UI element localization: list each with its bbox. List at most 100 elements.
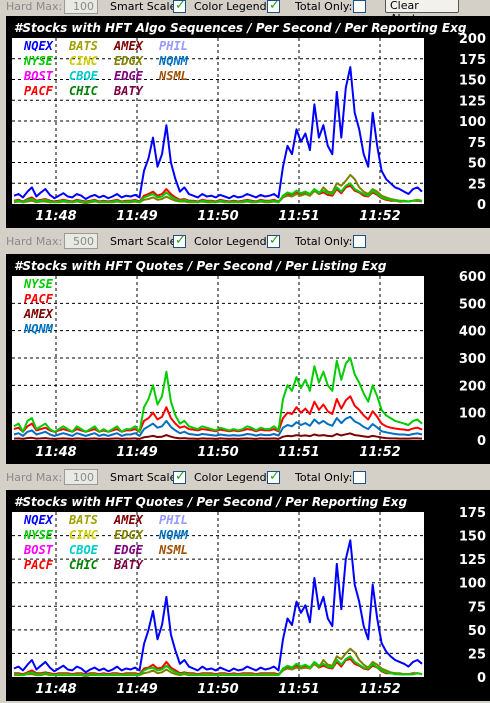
check-icon: ✓ (175, 233, 186, 248)
color-legend-checkbox[interactable]: ✓ (267, 0, 280, 13)
legend-item-pacf: PACF (24, 292, 54, 306)
color-legend-label: Color Legend: (194, 0, 271, 13)
series-line-nqex (13, 66, 423, 200)
y-tick-label: 150 (459, 530, 486, 545)
chart-title: #Stocks with HFT Quotes / Per Second / P… (14, 259, 387, 273)
legend-item-phil: PHIL (159, 513, 188, 527)
total-only-label: Total Only: (295, 235, 353, 248)
smart-scale-label: Smart Scale: (110, 235, 181, 248)
color-legend-label: Color Legend: (194, 471, 271, 484)
x-tick-label: 11:49 (116, 682, 157, 697)
legend-item-phil: PHIL (159, 39, 188, 53)
check-icon: ✓ (269, 0, 280, 13)
y-tick-label: 200 (459, 32, 486, 47)
control-bar: Hard Max: 500 Smart Scale: ✓ Color Legen… (0, 232, 490, 252)
color-legend-checkbox[interactable]: ✓ (267, 233, 280, 248)
legend-item-cinc: CINC (69, 528, 99, 542)
legend-item-bats: BATS (68, 39, 98, 53)
hard-max-input[interactable]: 100 (64, 0, 98, 14)
total-only-checkbox[interactable] (353, 471, 366, 484)
legend-item-edge: EDGE (114, 543, 144, 557)
legend-item-chic: CHIC (69, 558, 99, 572)
series-line-amex (13, 432, 423, 440)
check-icon: ✓ (269, 233, 280, 248)
chart-svg: #Stocks with HFT Quotes / Per Second / P… (6, 490, 490, 701)
legend-item-pacf: PACF (24, 558, 54, 572)
x-tick-label: 11:50 (197, 209, 238, 224)
control-bar: Hard Max: 100 Smart Scale: ✓ Color Legen… (0, 468, 490, 488)
series-line-nyse (14, 655, 423, 677)
x-tick-label: 11:49 (116, 445, 157, 460)
series-line-nqnm (13, 415, 423, 437)
y-tick-label: 200 (459, 379, 486, 394)
y-tick-label: 150 (459, 74, 486, 89)
color-legend-label: Color Legend: (194, 235, 271, 248)
x-tick-label: 11:52 (359, 209, 400, 224)
y-tick-label: 500 (459, 297, 486, 312)
legend-item-baty: BATY (113, 558, 144, 572)
x-tick-label: 11:50 (197, 682, 238, 697)
x-tick-label: 11:48 (35, 445, 76, 460)
x-tick-label: 11:52 (359, 682, 400, 697)
total-only-checkbox[interactable] (353, 0, 366, 13)
legend-item-bats: BATS (68, 513, 98, 527)
legend-item-amex: AMEX (113, 39, 144, 53)
x-tick-label: 11:51 (278, 209, 319, 224)
control-bar: Hard Max: 100 Smart Scale: ✓ Color Legen… (0, 0, 490, 25)
smart-scale-label: Smart Scale: (110, 471, 181, 484)
y-tick-label: 100 (459, 577, 486, 592)
legend-item-bost: BOST (23, 69, 54, 83)
legend-item-cboe: CBOE (69, 69, 99, 83)
legend-item-nqnm: NQNM (23, 322, 54, 336)
legend-item-chic: CHIC (69, 84, 99, 98)
legend-item-amex: AMEX (113, 513, 144, 527)
legend-item-pacf: PACF (24, 84, 54, 98)
smart-scale-label: Smart Scale: (110, 0, 181, 13)
total-only-label: Total Only: (295, 471, 353, 484)
legend-item-nsml: NSML (158, 69, 188, 83)
legend-item-edge: EDGE (114, 69, 144, 83)
x-tick-label: 11:51 (278, 682, 319, 697)
y-tick-label: 100 (459, 115, 486, 130)
total-only-checkbox[interactable] (353, 235, 366, 248)
hard-max-label: Hard Max: (6, 471, 63, 484)
legend-item-amex: AMEX (23, 307, 54, 321)
y-tick-label: 300 (459, 352, 486, 367)
chart-svg: #Stocks with HFT Algo Sequences / Per Se… (6, 16, 490, 228)
y-tick-label: 125 (459, 553, 486, 568)
x-tick-label: 11:51 (278, 445, 319, 460)
x-tick-label: 11:52 (359, 445, 400, 460)
chart-panel-algo-sequences: #Stocks with HFT Algo Sequences / Per Se… (0, 14, 490, 230)
series-line-nyse (13, 357, 423, 433)
legend-item-cboe: CBOE (69, 543, 99, 557)
legend-item-bost: BOST (23, 543, 54, 557)
chart-panel-reporting-quotes: #Stocks with HFT Quotes / Per Second / P… (0, 488, 490, 703)
check-icon: ✓ (175, 0, 186, 13)
plot-area (12, 512, 424, 677)
y-tick-label: 125 (459, 94, 486, 109)
smart-scale-checkbox[interactable]: ✓ (173, 0, 186, 13)
chart-svg: #Stocks with HFT Quotes / Per Second / P… (6, 254, 490, 464)
smart-scale-checkbox[interactable]: ✓ (173, 233, 186, 248)
legend-item-nyse: NYSE (23, 528, 54, 542)
hard-max-input[interactable]: 100 (64, 469, 98, 485)
color-legend-checkbox[interactable]: ✓ (267, 469, 280, 484)
series-line-nqex (13, 539, 423, 674)
hard-max-label: Hard Max: (6, 0, 63, 13)
legend-item-nqex: NQEX (23, 39, 54, 53)
x-tick-label: 11:48 (35, 209, 76, 224)
total-only-label: Total Only: (295, 0, 353, 13)
chart-panel-listing-quotes: #Stocks with HFT Quotes / Per Second / P… (0, 252, 490, 466)
y-tick-label: 600 (459, 270, 486, 285)
legend-item-baty: BATY (113, 84, 144, 98)
check-icon: ✓ (175, 469, 186, 484)
legend-item-nqnm: NQNM (158, 528, 189, 542)
y-tick-label: 400 (459, 325, 486, 340)
y-tick-label: 175 (459, 53, 486, 68)
x-tick-label: 11:49 (116, 209, 157, 224)
clear-alerts-button[interactable]: Clear Alerts (385, 0, 459, 25)
series-line-nyse (13, 182, 423, 204)
hard-max-input[interactable]: 500 (64, 233, 98, 249)
smart-scale-checkbox[interactable]: ✓ (173, 469, 186, 484)
check-icon: ✓ (269, 469, 280, 484)
